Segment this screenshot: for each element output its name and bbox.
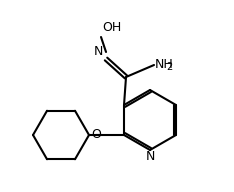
Text: OH: OH — [102, 21, 121, 34]
Text: N: N — [94, 45, 103, 58]
Text: N: N — [145, 151, 155, 164]
Text: NH: NH — [155, 59, 174, 71]
Text: O: O — [91, 128, 101, 142]
Text: 2: 2 — [167, 62, 173, 72]
